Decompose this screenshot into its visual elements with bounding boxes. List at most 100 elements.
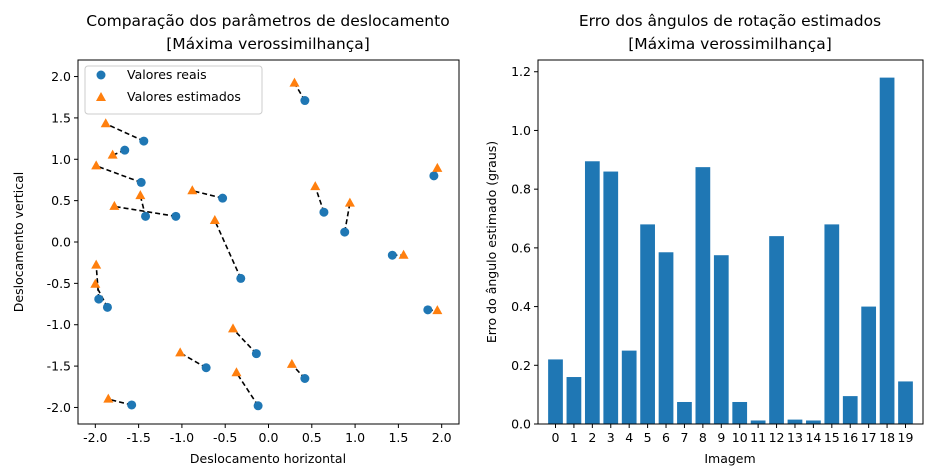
scatter-plot-area: -2.0 -1.5 -1.0 -0.5 0.0 0.5 1.0 1.5 2.0 -2.0 -1.5 -… — [47, 69, 452, 445]
scatter-xtick-label: 1.5 — [388, 430, 408, 445]
estimated-point — [107, 149, 118, 159]
estimated-point — [227, 323, 238, 333]
bar-xtick-label: 12 — [769, 430, 785, 445]
bar-xtick-label: 16 — [842, 430, 858, 445]
estimated-point — [187, 185, 198, 195]
scatter-ytick-label: 2.0 — [51, 69, 71, 84]
estimated-point — [100, 118, 111, 128]
legend-label-real: Valores reais — [127, 67, 207, 82]
bar-xlabel: Imagem — [704, 451, 755, 466]
bar-ytick-label: 0.6 — [511, 240, 531, 255]
bar — [769, 236, 784, 424]
real-point — [102, 302, 112, 312]
real-point — [120, 145, 130, 155]
real-point — [300, 96, 310, 106]
link-line — [343, 202, 351, 233]
bar-xtick-label: 19 — [898, 430, 914, 445]
real-point — [201, 363, 211, 373]
estimated-point — [344, 197, 355, 207]
scatter-axes-frame — [77, 59, 460, 425]
estimated-point — [91, 259, 102, 269]
real-point — [236, 273, 246, 283]
scatter-xlabel: Deslocamento horizontal — [190, 451, 346, 466]
scatter-ytick-label: -0.5 — [47, 276, 71, 291]
legend-box — [84, 65, 263, 115]
estimated-point — [135, 190, 146, 200]
scatter-ytick-label: -2.0 — [47, 400, 71, 415]
scatter-ytick-label: 1.5 — [51, 110, 71, 125]
bar — [603, 171, 619, 424]
bar — [677, 401, 692, 424]
link-line — [114, 205, 176, 218]
bar-ytick-label: 0.8 — [511, 182, 531, 197]
real-point — [429, 171, 439, 181]
estimated-point — [398, 249, 409, 259]
real-point — [387, 250, 397, 260]
estimated-point — [289, 77, 300, 87]
bar-ylabel: Erro do ângulo estimado (graus) — [484, 141, 499, 343]
bar-xtick-label: 1 — [570, 430, 578, 445]
bar — [658, 252, 674, 424]
bar-xtick-label: 8 — [699, 430, 707, 445]
bar — [879, 77, 895, 424]
scatter-xtick-label: 0.0 — [259, 430, 279, 445]
real-point — [94, 294, 104, 304]
bar-xtick-label: 5 — [644, 430, 652, 445]
scatter-xtick-label: -2.0 — [83, 430, 107, 445]
bar-ytick-label: 1.2 — [511, 64, 531, 79]
real-point — [218, 193, 228, 203]
bar-title-line-1: Erro dos ângulos de rotação estimados — [579, 12, 881, 30]
link-line — [95, 165, 142, 184]
bar-xtick-label: 17 — [861, 430, 877, 445]
bar-xtick-label: 13 — [787, 430, 803, 445]
bar-xtick-label: 4 — [625, 430, 633, 445]
link-line — [214, 220, 242, 279]
bars — [548, 77, 913, 425]
bar — [566, 377, 582, 424]
scatter-xtick-label: 0.5 — [302, 430, 322, 445]
scatter-chart: Comparação dos parâmetros de deslocament… — [11, 12, 460, 466]
scatter-ylabel: Deslocamento vertical — [11, 172, 26, 312]
legend-marker-real — [96, 70, 106, 80]
scatter-title-line-1: Comparação dos parâmetros de deslocament… — [86, 12, 449, 30]
estimated-point — [90, 278, 101, 288]
link-line — [105, 122, 145, 142]
link-line — [232, 328, 257, 355]
bar — [621, 350, 637, 424]
estimated-point — [175, 347, 186, 357]
link-line — [95, 265, 100, 300]
bar-ytick-label: 0.4 — [511, 299, 531, 314]
bar — [787, 419, 803, 424]
real-point — [139, 136, 149, 146]
estimated-point — [231, 367, 242, 377]
estimated-points — [90, 77, 443, 403]
bar — [640, 224, 655, 424]
bar-title-line-2: [Máxima verossimilhança] — [628, 35, 832, 53]
link-line — [314, 186, 325, 213]
real-point — [253, 401, 263, 411]
scatter-title-line-2: [Máxima verossimilhança] — [166, 35, 370, 53]
bar-ytick-label: 0.2 — [511, 358, 531, 373]
bar-xtick-label: 3 — [607, 430, 615, 445]
estimated-point — [432, 305, 443, 315]
scatter-ytick-label: 0.0 — [51, 235, 71, 250]
bar-ytick-label: 0.0 — [511, 417, 531, 432]
estimated-point — [310, 181, 321, 191]
real-point — [423, 305, 433, 315]
bar — [806, 420, 821, 424]
bar-xtick-label: 6 — [662, 430, 670, 445]
real-point — [127, 400, 137, 410]
estimated-point — [91, 160, 102, 170]
scatter-ytick-label: -1.5 — [47, 359, 71, 374]
bar-xtick-label: 7 — [680, 430, 688, 445]
bar — [861, 306, 877, 424]
real-points — [94, 96, 439, 411]
estimated-point — [109, 200, 120, 210]
real-point — [319, 207, 329, 217]
estimated-point — [432, 162, 443, 172]
scatter-ytick-label: 0.5 — [51, 193, 71, 208]
bar-xtick-label: 2 — [588, 430, 596, 445]
scatter-xtick-label: -0.5 — [213, 430, 237, 445]
link-line — [235, 372, 259, 407]
